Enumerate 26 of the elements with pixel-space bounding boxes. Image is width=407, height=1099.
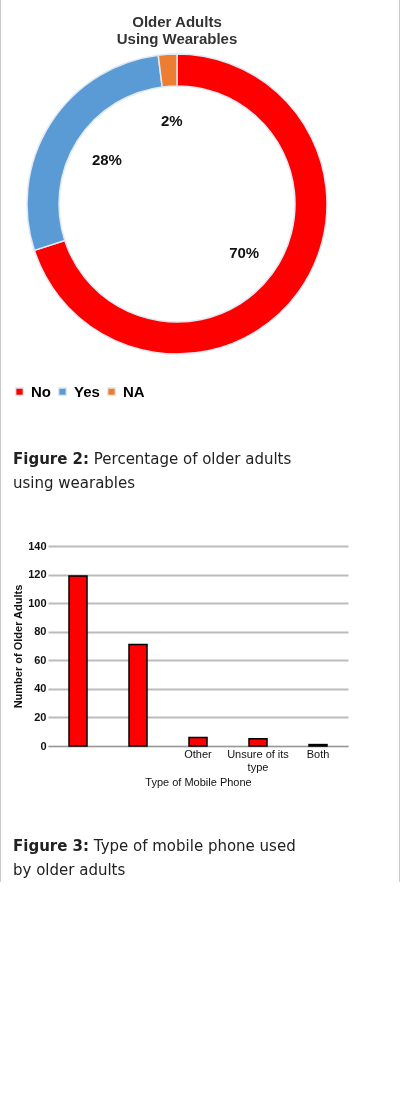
chart-title: Older Adults Using Wearables bbox=[116, 13, 238, 47]
data-label: 2% bbox=[160, 112, 183, 130]
legend-label: NA bbox=[123, 382, 145, 400]
y-tick-label: 60 bbox=[34, 653, 47, 666]
bar bbox=[68, 575, 88, 747]
y-axis-title: Number of Older Adults bbox=[12, 584, 25, 709]
bar bbox=[128, 643, 148, 747]
bar bbox=[188, 736, 208, 747]
y-tick-label: 0 bbox=[40, 739, 47, 752]
legend-label: No bbox=[31, 382, 51, 400]
x-tick-label: Both bbox=[306, 747, 330, 760]
data-label: 28% bbox=[91, 150, 122, 168]
y-tick-label: 120 bbox=[28, 568, 47, 581]
caption: Figure 2: Percentage of older adults using wearables bbox=[13, 449, 293, 494]
y-tick-label: 80 bbox=[34, 625, 47, 638]
legend-label: Yes bbox=[74, 382, 100, 400]
x-tick-label: Other bbox=[184, 747, 213, 760]
y-tick-label: 20 bbox=[34, 710, 47, 723]
y-tick-label: 100 bbox=[28, 596, 47, 609]
y-tick-label: 40 bbox=[34, 682, 47, 695]
data-label: 70% bbox=[229, 243, 260, 261]
y-tick-label: 140 bbox=[28, 539, 47, 552]
x-axis-title: Type of Mobile Phone bbox=[145, 775, 252, 788]
caption: Figure 3: Type of mobile phone used by older adults bbox=[13, 836, 297, 881]
bar bbox=[248, 738, 268, 747]
x-tick-label: Unsure of its type bbox=[227, 747, 290, 773]
